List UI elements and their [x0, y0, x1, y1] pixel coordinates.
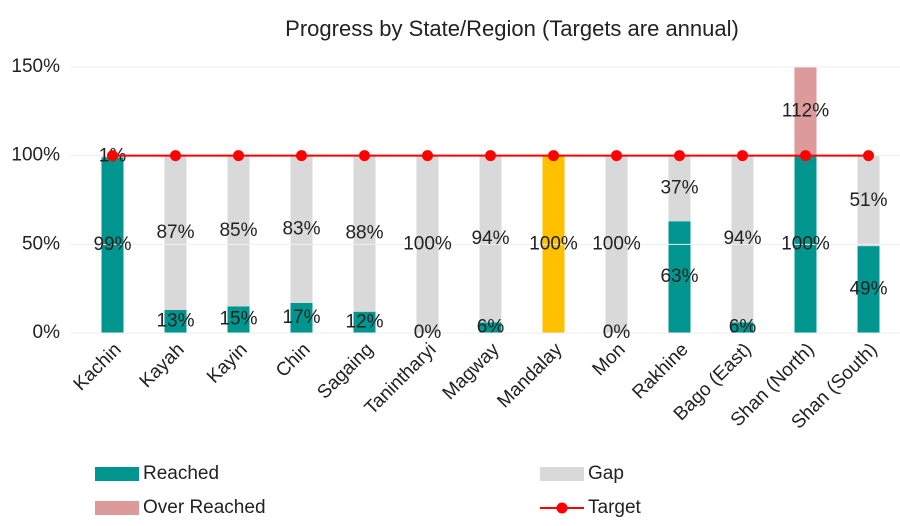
bar-segment — [164, 155, 187, 310]
target-marker — [800, 150, 811, 162]
data-label: 15% — [219, 309, 257, 330]
data-label: 37% — [660, 177, 698, 198]
legend-label: Over Reached — [143, 497, 266, 518]
bar-segment — [668, 221, 691, 333]
data-label: 99% — [93, 234, 131, 255]
bar-segment — [857, 155, 880, 247]
bar-segment — [290, 302, 313, 333]
y-tick-label: 100% — [11, 145, 60, 166]
data-label: 94% — [723, 228, 761, 249]
bar-segment — [731, 322, 754, 333]
data-label: 49% — [849, 279, 887, 300]
data-label: 88% — [345, 223, 383, 244]
x-tick-label: Mon — [589, 339, 630, 380]
bar-segment — [353, 155, 376, 312]
plot-area — [101, 67, 880, 333]
target-marker — [737, 150, 748, 162]
bar-segment — [227, 155, 250, 307]
data-label: 6% — [477, 317, 505, 338]
data-label: 85% — [219, 220, 257, 241]
bar-segment — [101, 157, 124, 333]
x-tick-label: Mandalay — [493, 339, 566, 412]
target-marker — [548, 150, 559, 162]
data-label: 12% — [345, 311, 383, 332]
data-label: 13% — [156, 310, 194, 331]
data-label: 100% — [781, 233, 830, 254]
x-tick-label: Kachin — [70, 339, 126, 395]
chart-title: Progress by State/Region (Targets are an… — [285, 16, 739, 41]
target-marker — [611, 150, 622, 162]
y-tick-label: 0% — [33, 322, 61, 343]
x-tick-label: Chin — [272, 339, 314, 381]
data-label: 83% — [282, 218, 320, 239]
bar-segment — [227, 306, 250, 333]
data-label: 100% — [403, 233, 452, 254]
target-marker — [485, 150, 496, 162]
target-marker — [359, 150, 370, 162]
legend-marker — [556, 502, 568, 514]
y-tick-label: 50% — [22, 233, 60, 254]
bar-segment — [731, 155, 754, 323]
data-label: 0% — [603, 322, 631, 343]
x-tick-label: Kayin — [203, 339, 251, 387]
target-marker — [107, 150, 118, 162]
target-marker — [422, 150, 433, 162]
data-label: 51% — [849, 190, 887, 211]
target-marker — [863, 150, 874, 162]
legend-swatch — [540, 467, 584, 481]
target-marker — [296, 150, 307, 162]
bar-segment — [794, 67, 817, 156]
target-marker — [674, 150, 685, 162]
target-marker — [170, 150, 181, 162]
legend-swatch — [95, 467, 139, 481]
bar-segment — [290, 155, 313, 303]
bar-segment — [479, 155, 502, 323]
legend-item: Gap — [540, 463, 624, 484]
bar-segment — [164, 309, 187, 333]
bar-segment — [668, 155, 691, 222]
bar-segment — [353, 311, 376, 333]
legend-item: Reached — [95, 463, 219, 484]
target-marker — [233, 150, 244, 162]
data-label: 63% — [660, 266, 698, 287]
legend-item: Over Reached — [95, 497, 266, 518]
data-label: 100% — [592, 233, 641, 254]
legend-label: Gap — [588, 463, 624, 484]
data-label: 87% — [156, 222, 194, 243]
data-label: 94% — [471, 228, 509, 249]
legend-item: Target — [540, 497, 642, 518]
data-label: 100% — [529, 233, 578, 254]
data-label: 6% — [729, 317, 757, 338]
data-label: 17% — [282, 307, 320, 328]
x-tick-label: Rakhine — [628, 339, 692, 403]
bar-segment — [479, 322, 502, 333]
x-tick-label: Magway — [439, 339, 504, 404]
legend-swatch — [95, 501, 139, 515]
bar-segment — [857, 246, 880, 333]
legend-label: Reached — [143, 463, 219, 484]
data-label: 112% — [782, 100, 829, 121]
x-tick-label: Kayah — [136, 339, 189, 392]
x-tick-label: Sagaing — [313, 339, 377, 403]
data-label: 0% — [414, 322, 442, 343]
legend-label: Target — [588, 497, 642, 518]
y-tick-label: 150% — [11, 56, 60, 77]
